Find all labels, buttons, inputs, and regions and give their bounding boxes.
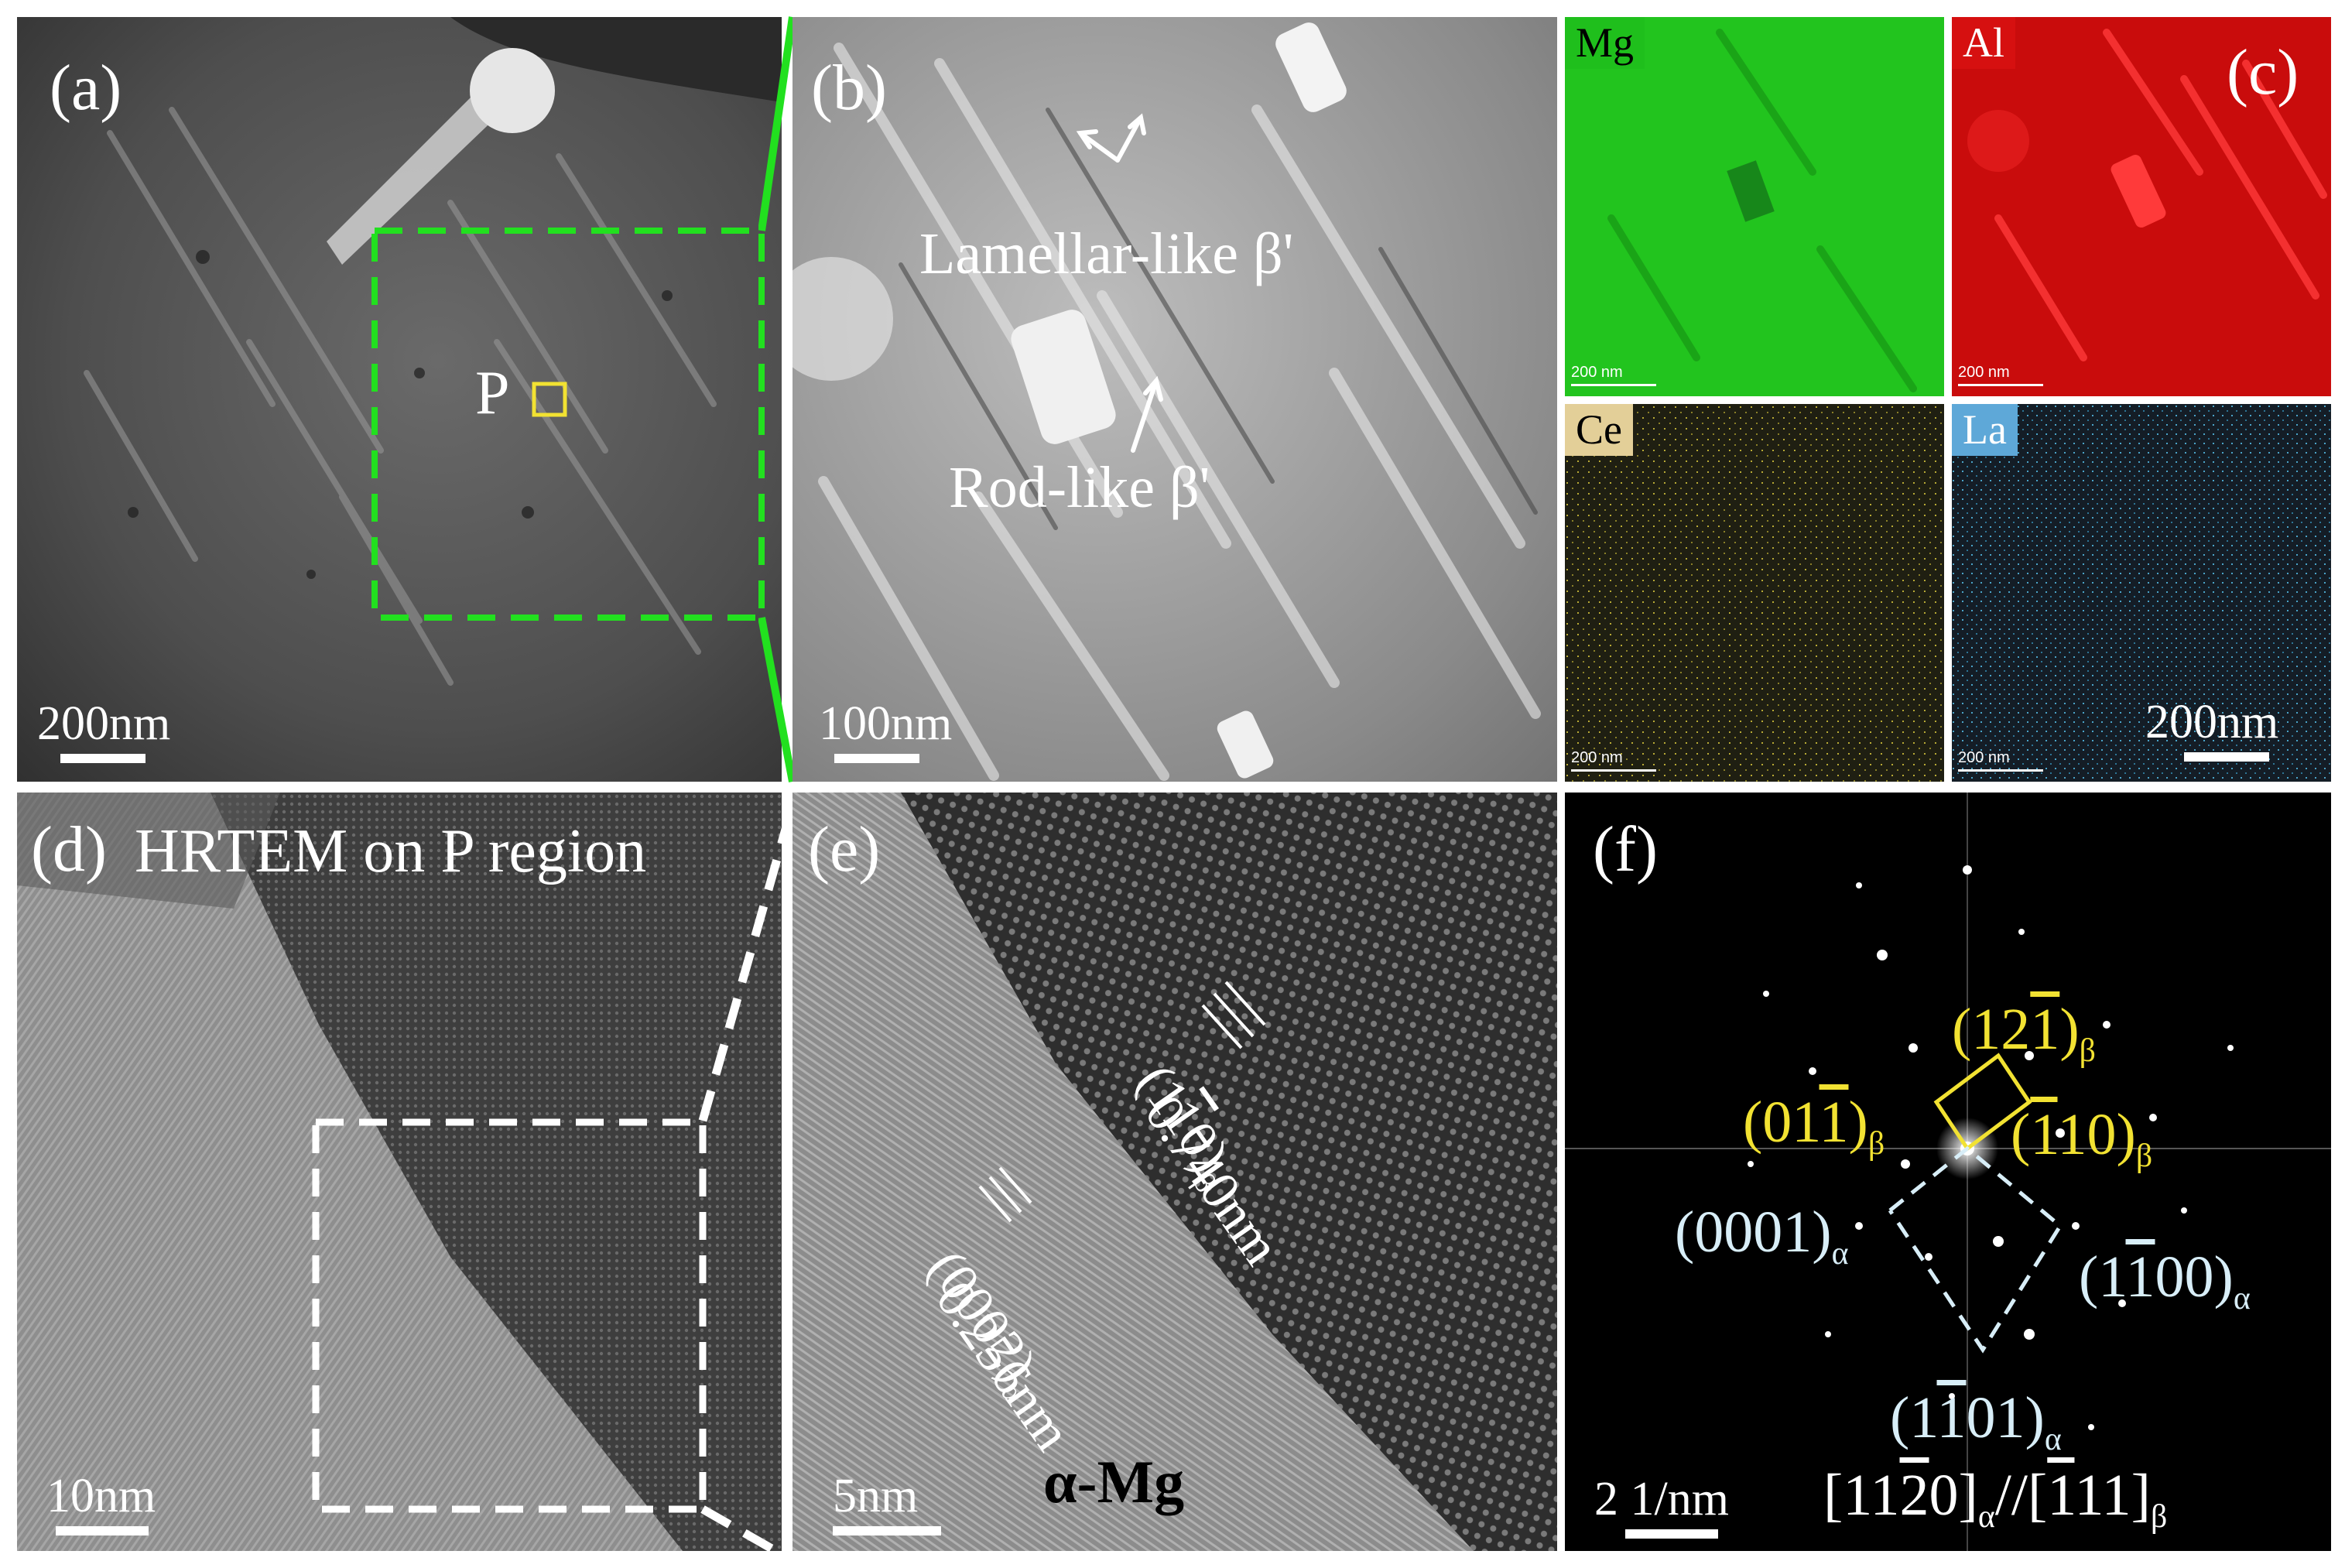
eds-map-la: La 200 nm 200nm [1952, 404, 2331, 782]
tem-image-a [17, 17, 782, 782]
zoom-connector-ab [758, 16, 796, 782]
hrtem-title: HRTEM on P region [135, 817, 647, 885]
panel-a: (a) P 200nm [17, 17, 782, 782]
hrtem-image-d [17, 793, 782, 1551]
rod-beta-label: Rod-like β' [949, 455, 1210, 520]
eds-tag-la: La [1952, 404, 2018, 457]
panel-e: (e) 0.740nm (110)β 0.256nm (0002)α α-Mg … [793, 793, 1557, 1551]
panel-b-label: (b) [811, 52, 887, 124]
panel-c: Mg 200 nm Al (c) 200 nm Ce 200 nm [1565, 17, 2331, 782]
fft-pattern [1565, 793, 2331, 1551]
scale-bar-e-text: 5nm [833, 1470, 919, 1522]
scale-bar-b-text: 100nm [819, 697, 953, 750]
zone-axis: [1120]α//[111]β [1823, 1463, 2168, 1535]
spot-01-1-beta: (011)β [1743, 1090, 1885, 1162]
panel-b: (b) Lamellar-like β' Rod-like β' 100nm [793, 17, 1557, 782]
eds-tag-ce: Ce [1565, 404, 1633, 457]
p-region-marker: P [475, 359, 510, 427]
scale-bar-d-text: 10nm [46, 1470, 156, 1522]
eds-tag-mg: Mg [1565, 17, 1645, 70]
scale-bar-a: 200nm [37, 700, 170, 763]
zoom-connector-de [698, 814, 794, 1563]
spot-1-100-alpha: (1100)α [2079, 1244, 2251, 1317]
panel-a-label: (a) [50, 52, 122, 124]
eds-scale-al: 200 nm [1958, 364, 2010, 381]
scale-bar-e: 5nm [833, 1472, 941, 1535]
panel-f-label: (f) [1593, 813, 1658, 885]
eds-scale-mg: 200 nm [1571, 364, 1623, 381]
spot-1-10-beta: (110)β [2011, 1102, 2153, 1175]
scale-bar-a-text: 200nm [37, 697, 171, 750]
panel-d-label: (d) [31, 813, 107, 885]
panel-e-label: (e) [808, 813, 881, 885]
scale-bar-b: 100nm [819, 700, 952, 763]
eds-map-mg: Mg 200 nm [1565, 17, 1944, 396]
spot-0001-alpha: (0001)α [1675, 1200, 1849, 1272]
lamellar-beta-label: Lamellar-like β' [919, 221, 1294, 286]
eds-scale-ce: 200 nm [1571, 749, 1623, 766]
eds-map-ce: Ce 200 nm [1565, 404, 1944, 782]
scale-bar-f-text: 2 1/nm [1594, 1473, 1729, 1525]
panel-c-label: (c) [2227, 36, 2299, 108]
scale-bar-d: 10nm [46, 1472, 156, 1535]
scale-bar-c-text: 200nm [2145, 696, 2279, 748]
eds-tag-al: Al [1952, 17, 2015, 70]
panel-d: (d) HRTEM on P region 10nm [17, 793, 782, 1551]
eds-map-al: Al (c) 200 nm [1952, 17, 2331, 396]
tem-image-b [793, 17, 1557, 782]
alpha-mg-label: α-Mg [1043, 1448, 1185, 1515]
scale-bar-c: 200nm [2145, 698, 2278, 762]
spot-1-101-alpha: (1101)α [1890, 1385, 2062, 1458]
eds-scale-la: 200 nm [1958, 749, 2010, 766]
hrtem-image-e [793, 793, 1557, 1551]
spot-12-1-beta: (121)β [1952, 997, 2096, 1070]
panel-f: (f) (121)β (011)β (110)β (0001)α (1100)α… [1565, 793, 2331, 1551]
scale-bar-f: 2 1/nm [1594, 1475, 1729, 1539]
